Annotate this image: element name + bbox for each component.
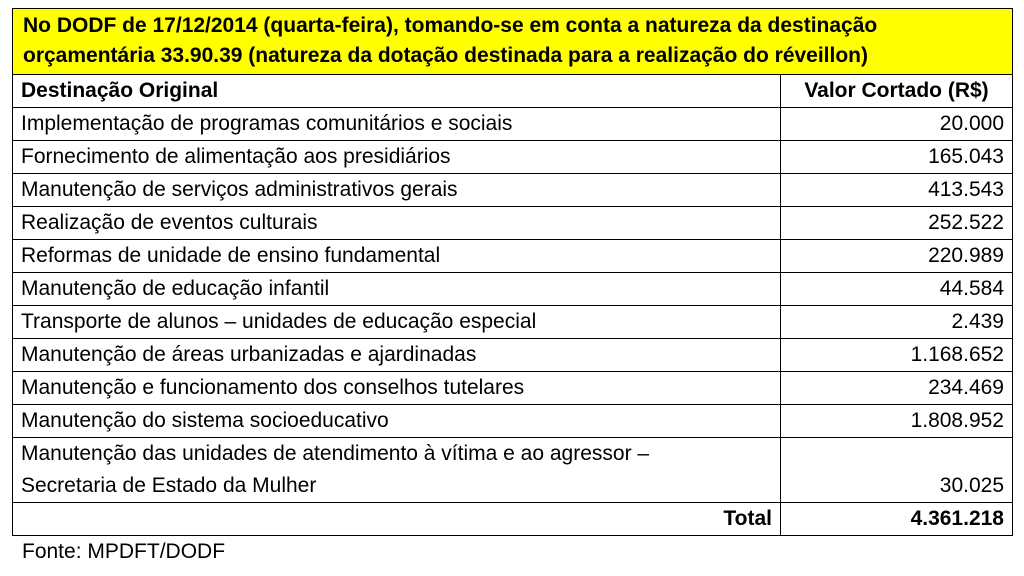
table-title-row: No DODF de 17/12/2014 (quarta-feira), to… — [12, 8, 1013, 75]
row-value: 44.584 — [780, 272, 1013, 306]
table-row: Manutenção de serviços administrativos g… — [12, 173, 1013, 207]
row-value: 234.469 — [780, 371, 1013, 405]
row-destination: Manutenção de serviços administrativos g… — [12, 173, 781, 207]
column-header-destination: Destinação Original — [12, 74, 781, 108]
table-row: Transporte de alunos – unidades de educa… — [12, 305, 1013, 339]
table-row: Manutenção e funcionamento dos conselhos… — [12, 371, 1013, 405]
row-destination: Manutenção de áreas urbanizadas e ajardi… — [12, 338, 781, 372]
row-value: 413.543 — [780, 173, 1013, 207]
table-row: Fornecimento de alimentação aos presidiá… — [12, 140, 1013, 174]
table-row: Realização de eventos culturais 252.522 — [12, 206, 1013, 240]
table-row-multiline: Manutenção das unidades de atendimento à… — [12, 437, 1013, 503]
source-note: Fonte: MPDFT/DODF — [22, 540, 226, 563]
column-header-row: Destinação Original Valor Cortado (R$) — [12, 74, 1013, 108]
table-row: Manutenção de educação infantil 44.584 — [12, 272, 1013, 306]
column-header-value: Valor Cortado (R$) — [780, 74, 1013, 108]
row-destination-line-2: Secretaria de Estado da Mulher — [21, 474, 317, 497]
budget-cut-table-wrapper: No DODF de 17/12/2014 (quarta-feira), to… — [12, 8, 1013, 536]
table-row: Manutenção de áreas urbanizadas e ajardi… — [12, 338, 1013, 372]
table-row: Reformas de unidade de ensino fundamenta… — [12, 239, 1013, 273]
row-value: 1.168.652 — [780, 338, 1013, 372]
row-destination-line-1: Manutenção das unidades de atendimento à… — [21, 442, 650, 465]
row-destination: Manutenção e funcionamento dos conselhos… — [12, 371, 781, 405]
table-row: Manutenção do sistema socioeducativo 1.8… — [12, 404, 1013, 438]
row-destination: Fornecimento de alimentação aos presidiá… — [12, 140, 781, 174]
row-value: 220.989 — [780, 239, 1013, 273]
table-title-line-1: No DODF de 17/12/2014 (quarta-feira), to… — [23, 14, 878, 37]
row-destination: Manutenção de educação infantil — [12, 272, 781, 306]
row-value: 1.808.952 — [780, 404, 1013, 438]
row-destination: Manutenção das unidades de atendimento à… — [12, 437, 781, 503]
row-destination: Implementação de programas comunitários … — [12, 107, 781, 141]
row-destination: Realização de eventos culturais — [12, 206, 781, 240]
table-title: No DODF de 17/12/2014 (quarta-feira), to… — [12, 8, 1013, 75]
table-row: Implementação de programas comunitários … — [12, 107, 1013, 141]
total-row: Total 4.361.218 — [12, 502, 1013, 536]
budget-cut-table: No DODF de 17/12/2014 (quarta-feira), to… — [12, 8, 1013, 536]
total-value: 4.361.218 — [780, 502, 1013, 536]
total-label: Total — [12, 502, 781, 536]
row-value: 20.000 — [780, 107, 1013, 141]
row-destination: Manutenção do sistema socioeducativo — [12, 404, 781, 438]
row-value: 2.439 — [780, 305, 1013, 339]
table-title-line-2: orçamentária 33.90.39 (natureza da dotaç… — [23, 44, 869, 67]
row-destination: Reformas de unidade de ensino fundamenta… — [12, 239, 781, 273]
row-value: 165.043 — [780, 140, 1013, 174]
row-value: 252.522 — [780, 206, 1013, 240]
row-destination: Transporte de alunos – unidades de educa… — [12, 305, 781, 339]
row-value: 30.025 — [780, 437, 1013, 503]
